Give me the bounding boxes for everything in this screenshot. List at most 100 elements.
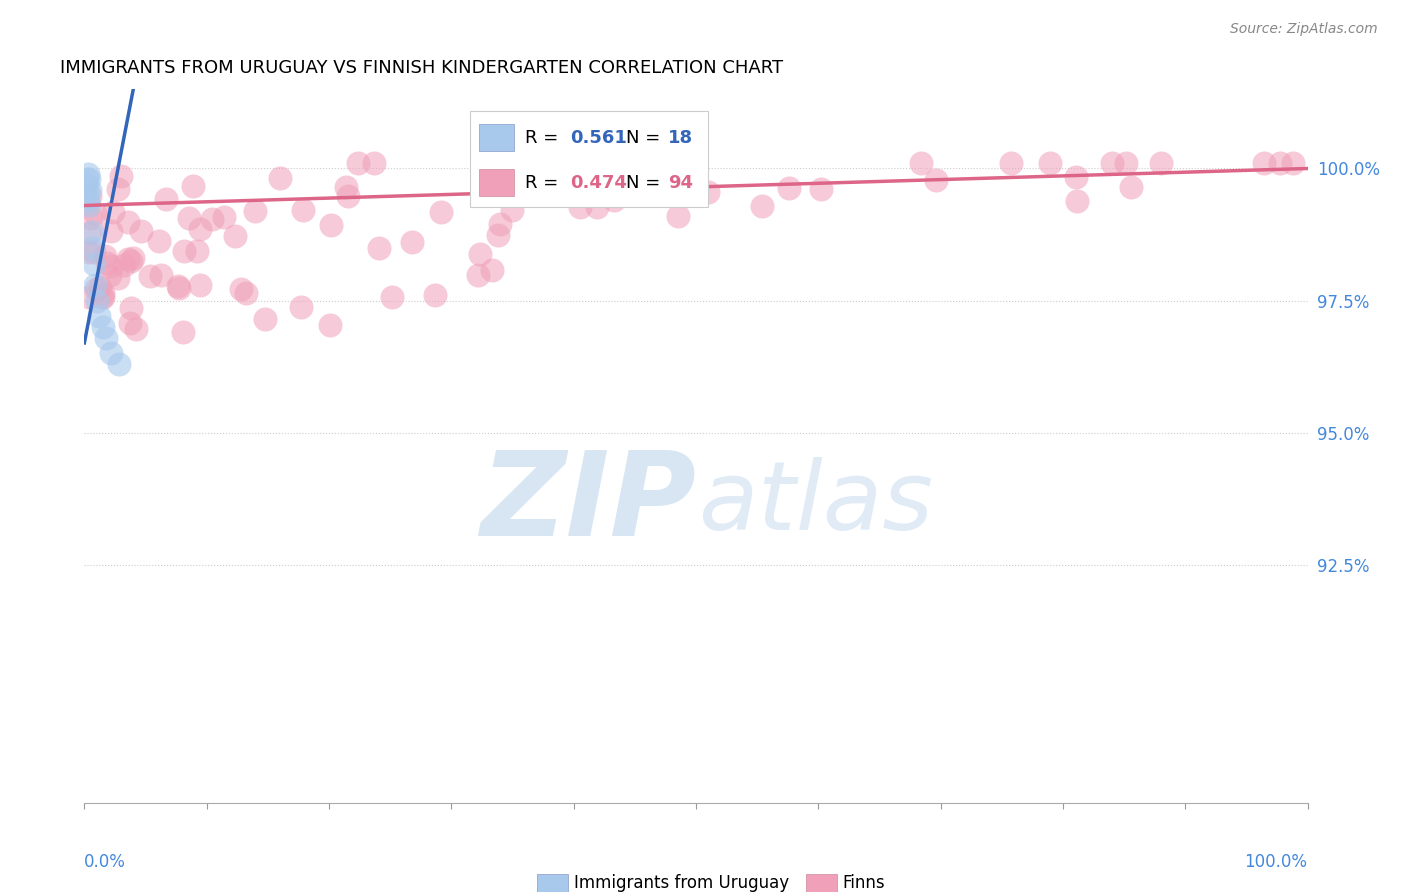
Point [76, 183, 98, 197]
Point [810, 182, 832, 196]
Bar [479, 124, 513, 152]
Point [319, 218, 342, 232]
Point [166, 279, 188, 293]
Point [243, 203, 266, 218]
Point [94, 249, 117, 263]
Point [1000, 156, 1022, 170]
Text: 94: 94 [668, 174, 693, 192]
Text: 0.474: 0.474 [569, 174, 627, 192]
Text: Immigrants from Uruguay: Immigrants from Uruguay [574, 874, 789, 892]
Point [75, 178, 97, 192]
Point [586, 201, 609, 215]
Point [91, 285, 114, 300]
Point [335, 180, 357, 194]
Point [84, 277, 107, 292]
Point [235, 285, 257, 300]
Point [77, 244, 100, 259]
Point [201, 212, 224, 227]
Point [1270, 156, 1292, 170]
Point [1039, 156, 1062, 170]
Point [177, 211, 200, 225]
Point [77, 193, 100, 207]
Point [100, 223, 122, 237]
Text: Source: ZipAtlas.com: Source: ZipAtlas.com [1230, 22, 1378, 37]
Point [76, 172, 98, 186]
Point [430, 205, 453, 219]
Text: ZIP: ZIP [479, 446, 696, 560]
Point [120, 301, 142, 315]
Point [139, 268, 162, 283]
Point [117, 215, 139, 229]
Point [96, 256, 118, 270]
Point [129, 223, 152, 237]
Point [110, 169, 132, 183]
Point [150, 268, 173, 282]
Point [121, 252, 143, 266]
Point [107, 357, 129, 371]
Point [481, 263, 503, 277]
Point [467, 268, 489, 282]
Point [91, 290, 114, 304]
Point [925, 173, 948, 187]
Text: R =: R = [524, 128, 564, 146]
Point [83, 257, 105, 271]
Point [659, 156, 682, 170]
Text: 0.561: 0.561 [569, 128, 627, 146]
Point [188, 277, 211, 292]
Point [117, 252, 139, 266]
Point [336, 188, 359, 202]
Point [666, 209, 689, 223]
Point [181, 179, 204, 194]
Text: 0.0%: 0.0% [84, 853, 127, 871]
Point [254, 312, 277, 326]
Point [82, 241, 104, 255]
Point [1281, 156, 1303, 170]
Point [77, 198, 100, 212]
Point [778, 181, 800, 195]
Point [80, 225, 103, 239]
Point [96, 331, 118, 345]
Point [186, 244, 208, 258]
Point [367, 241, 389, 255]
Point [148, 234, 170, 248]
Point [231, 283, 253, 297]
Text: 18: 18 [668, 128, 693, 146]
Point [224, 228, 246, 243]
Point [83, 206, 105, 220]
Point [120, 253, 142, 268]
Point [1115, 156, 1137, 170]
Point [381, 290, 404, 304]
Point [155, 192, 177, 206]
Point [101, 205, 124, 219]
Point [910, 156, 932, 170]
Point [87, 310, 110, 324]
Point [401, 235, 423, 249]
Point [120, 317, 142, 331]
Point [346, 156, 368, 170]
Point [86, 293, 108, 308]
FancyBboxPatch shape [470, 111, 709, 207]
Point [1253, 156, 1275, 170]
Point [425, 287, 447, 301]
Bar [537, 874, 568, 892]
Point [107, 182, 129, 196]
Point [173, 244, 195, 259]
Point [1066, 194, 1088, 208]
Point [290, 300, 312, 314]
Point [79, 183, 101, 197]
Bar [806, 874, 837, 892]
Point [269, 170, 291, 185]
Point [501, 202, 523, 217]
Point [125, 321, 148, 335]
Point [662, 156, 685, 170]
Point [172, 326, 194, 340]
Point [1101, 156, 1123, 170]
Text: N =: N = [626, 128, 666, 146]
Point [751, 199, 773, 213]
Point [603, 193, 626, 207]
Point [488, 217, 510, 231]
Point [98, 268, 121, 282]
Text: atlas: atlas [699, 457, 934, 549]
Bar [479, 169, 513, 196]
Text: N =: N = [626, 174, 666, 192]
